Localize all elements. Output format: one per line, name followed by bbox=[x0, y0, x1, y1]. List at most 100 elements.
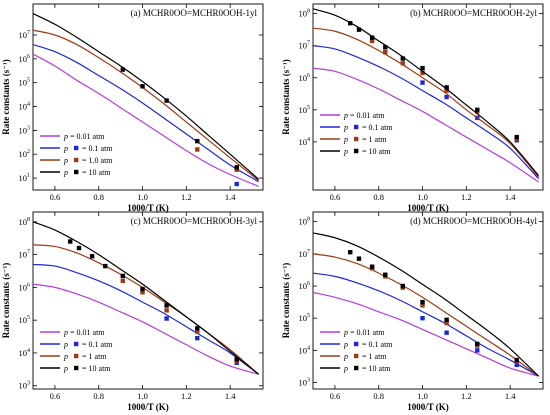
series-line-0_01atm bbox=[313, 291, 539, 377]
x-axis-label: 1000/T (K) bbox=[407, 203, 449, 213]
x-tick-label: 1.0 bbox=[417, 192, 428, 202]
legend-marker bbox=[354, 148, 359, 154]
panel-c: (c) MCHR0OO=MCHR0OOH-3yl Rate constants (… bbox=[1, 211, 264, 412]
y-axis-label: Rate constants (s⁻¹) bbox=[281, 263, 291, 338]
legend-entry: p = 0.1 atm bbox=[343, 123, 393, 132]
data-point-1atm bbox=[369, 38, 375, 44]
data-point-10atm bbox=[356, 27, 362, 32]
y-axis-label: Rate constants (s⁻¹) bbox=[281, 59, 291, 134]
legend-entry: p = 10 atm bbox=[63, 168, 111, 177]
data-point-0_1atm bbox=[514, 362, 519, 368]
data-point-10atm bbox=[195, 138, 200, 144]
series-line-0_1atm bbox=[33, 263, 259, 375]
y-tick-label: 107 bbox=[19, 30, 31, 40]
data-point-10atm bbox=[475, 107, 480, 113]
legend-entry: p = 1.0 atm bbox=[63, 156, 113, 165]
y-tick-label: 107 bbox=[19, 250, 31, 260]
series-line-0_01atm bbox=[33, 283, 259, 375]
y-tick-label: 108 bbox=[299, 9, 311, 19]
y-tick-label: 105 bbox=[299, 105, 311, 115]
legend-marker bbox=[354, 353, 359, 359]
legend-entry: p = 0.01 atm bbox=[343, 111, 385, 120]
data-point-10atm bbox=[234, 357, 239, 362]
panel-b: (b) MCHR0OO=MCHR0OOH-2yl Rate constants (… bbox=[281, 3, 544, 213]
data-point-0_1atm bbox=[164, 316, 169, 321]
legend-entry: p = 10 atm bbox=[63, 364, 111, 373]
legend: p = 0.01 atm p = 0.1 atm p = 1.0 atm p = 10… bbox=[40, 132, 113, 177]
data-point-0_1atm bbox=[234, 181, 239, 187]
y-tick-label: 106 bbox=[299, 281, 311, 291]
plot-frame bbox=[312, 3, 544, 191]
panel-a: (a) MCHR0OO=MCHR0OOH-1yl Rate constants (… bbox=[1, 3, 264, 213]
legend-marker bbox=[74, 145, 79, 151]
x-tick-label: 1.0 bbox=[417, 391, 428, 401]
data-point-10atm bbox=[164, 98, 169, 103]
panel-title: (b) MCHR0OO=MCHR0OOH-2yl bbox=[410, 8, 537, 18]
legend-marker bbox=[74, 353, 79, 359]
legend-entry: p = 0.1 atm bbox=[63, 144, 113, 153]
x-tick-label: 0.6 bbox=[50, 192, 61, 202]
data-point-0_1atm bbox=[195, 335, 200, 341]
x-tick-label: 1.4 bbox=[225, 192, 236, 202]
data-point-10atm bbox=[383, 45, 388, 50]
data-point-10atm bbox=[356, 256, 362, 261]
plot-area bbox=[33, 12, 260, 187]
legend-entry: p = 10 atm bbox=[343, 147, 391, 156]
legend-marker bbox=[74, 341, 79, 347]
legend: p = 0.01 atm p = 0.1 atm p = 1 atm p = 10 a… bbox=[320, 328, 393, 373]
legend-entry: p = 0.01 atm bbox=[63, 132, 105, 141]
data-point-1atm bbox=[400, 61, 406, 66]
series-line-1atm bbox=[313, 253, 539, 377]
x-tick-label: 1.2 bbox=[461, 391, 472, 401]
data-point-0_1atm bbox=[475, 348, 480, 353]
x-tick-label: 0.8 bbox=[373, 391, 384, 401]
plot-frame bbox=[32, 211, 264, 390]
data-point-10atm bbox=[68, 239, 73, 244]
data-point-10atm bbox=[514, 357, 519, 363]
x-tick-label: 0.6 bbox=[330, 192, 341, 202]
data-point-10atm bbox=[164, 303, 169, 308]
data-point-1atm bbox=[120, 278, 126, 284]
legend-entry: p = 0.01 atm bbox=[63, 328, 105, 337]
data-point-1atm bbox=[234, 167, 239, 172]
panel-title: (c) MCHR0OO=MCHR0OOH-3yl bbox=[131, 216, 258, 226]
series-line-10atm bbox=[33, 12, 260, 180]
plot-area bbox=[313, 232, 540, 377]
x-tick-label: 1.0 bbox=[137, 391, 148, 401]
legend-marker bbox=[354, 341, 359, 347]
x-axis-label: 1000/T (K) bbox=[127, 203, 169, 213]
y-tick-label: 106 bbox=[19, 54, 31, 64]
y-axis-label: Rate constants (s⁻¹) bbox=[1, 59, 11, 134]
plot-frame bbox=[32, 3, 264, 191]
x-tick-label: 1.2 bbox=[181, 192, 192, 202]
data-point-1atm bbox=[164, 308, 169, 313]
series-line-0_1atm bbox=[313, 45, 540, 180]
y-tick-label: 108 bbox=[19, 217, 31, 227]
x-tick-label: 1.4 bbox=[505, 192, 516, 202]
legend-entry: p = 1 atm bbox=[63, 352, 107, 361]
legend: p = 0.01 atm p = 0.1 atm p = 1 atm p = 10 a… bbox=[40, 328, 113, 373]
legend-marker bbox=[354, 365, 359, 371]
y-tick-label: 105 bbox=[19, 78, 31, 88]
y-tick-label: 104 bbox=[19, 348, 31, 358]
y-tick-label: 107 bbox=[299, 249, 311, 259]
y-tick-label: 106 bbox=[19, 282, 31, 292]
data-point-10atm bbox=[475, 341, 480, 347]
data-point-10atm bbox=[348, 21, 353, 26]
data-point-10atm bbox=[369, 264, 375, 269]
data-point-10atm bbox=[400, 283, 406, 289]
series-line-10atm bbox=[313, 232, 540, 377]
legend-marker bbox=[74, 169, 79, 175]
data-point-10atm bbox=[89, 254, 95, 259]
y-tick-label: 103 bbox=[19, 381, 31, 391]
legend: p = 0.01 atm p = 0.1 atm p = 1 atm p = 10 a… bbox=[320, 111, 393, 156]
series-line-0_1atm bbox=[313, 272, 539, 377]
data-point-1atm bbox=[444, 88, 449, 93]
data-point-10atm bbox=[369, 35, 375, 40]
data-point-10atm bbox=[76, 245, 82, 251]
series-line-10atm bbox=[33, 221, 259, 375]
panel-title: (a) MCHR0OO=MCHR0OOH-1yl bbox=[131, 8, 258, 18]
x-tick-label: 0.8 bbox=[93, 391, 104, 401]
panel-title: (d) MCHR0OO=MCHR0OOH-4yl bbox=[410, 216, 537, 226]
